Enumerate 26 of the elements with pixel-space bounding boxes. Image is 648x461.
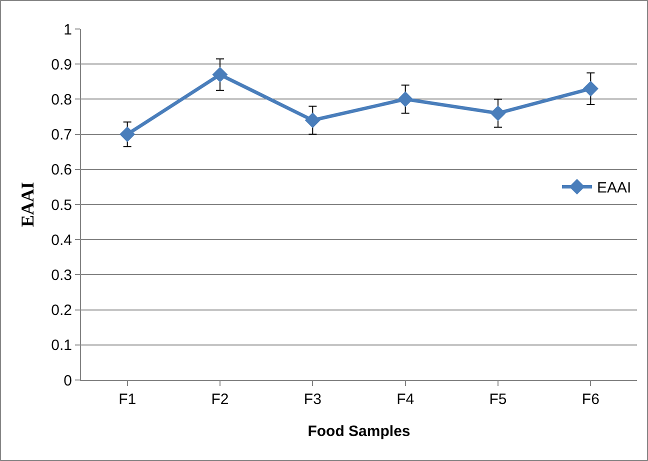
y-tick-label: 0.7 [51, 126, 72, 144]
y-tick-label: 1 [64, 21, 72, 38]
x-tick-label: F2 [211, 391, 229, 408]
y-tick-label: 0 [64, 372, 72, 390]
y-tick-label: 0.5 [51, 196, 72, 214]
x-tick-label: F1 [118, 391, 136, 408]
point [120, 126, 136, 142]
x-tick-label: F6 [582, 391, 600, 408]
x-tick-label: F5 [489, 391, 507, 408]
point [490, 105, 506, 122]
legend-label: EAAI [597, 180, 632, 197]
y-tick-label: 0.9 [51, 56, 72, 74]
point [212, 66, 228, 82]
x-tick-label: F3 [304, 391, 322, 408]
point [582, 80, 598, 96]
point [304, 112, 320, 128]
y-tick-label: 0.2 [51, 302, 72, 320]
y-tick-label: 0.6 [51, 162, 72, 179]
y-tick-label: 0.8 [51, 91, 72, 108]
x-tick-label: F4 [396, 391, 414, 408]
x-axis-title: Food Samples [308, 423, 410, 440]
point [398, 91, 414, 107]
y-tick-label: 0.3 [51, 266, 72, 284]
y-axis-title: EAAI [17, 182, 38, 228]
y-tick-label: 0.4 [51, 232, 72, 249]
y-tick-label: 0.1 [51, 337, 72, 354]
